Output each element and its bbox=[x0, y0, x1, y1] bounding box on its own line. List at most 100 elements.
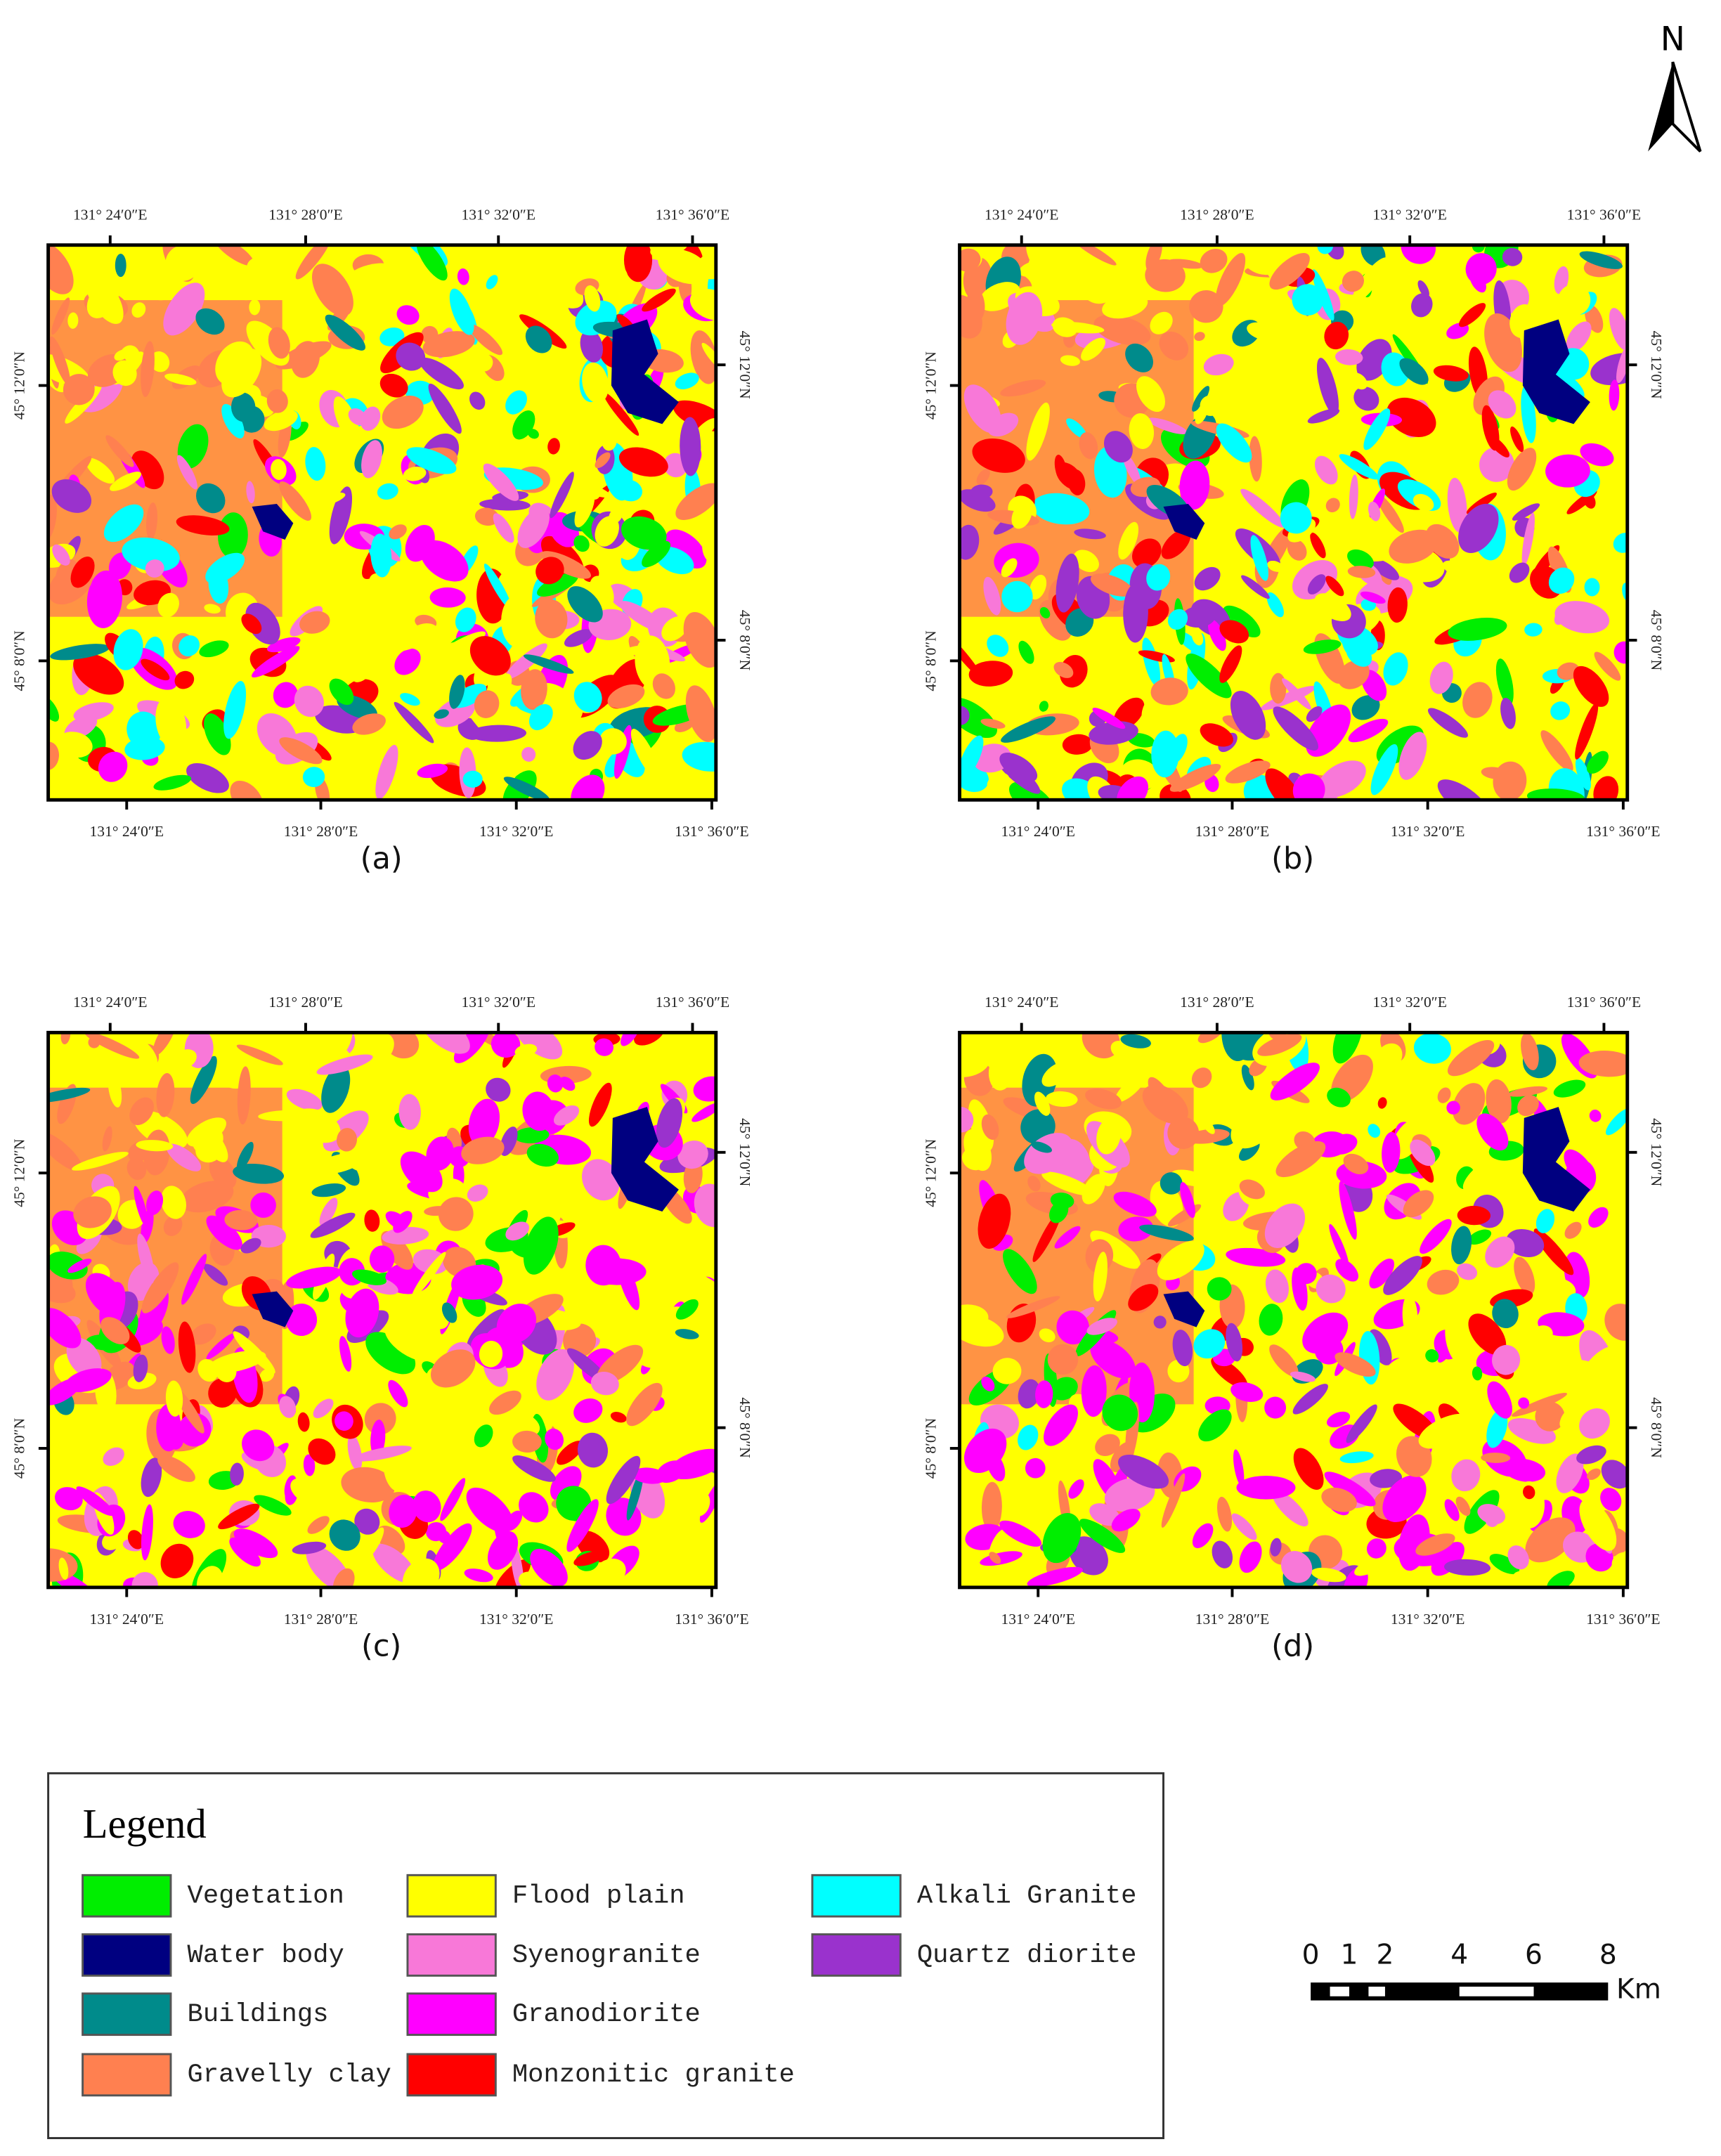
map-patch bbox=[1324, 321, 1349, 350]
map-patch bbox=[980, 1551, 1022, 1566]
map-patch bbox=[1125, 343, 1153, 372]
map-patch bbox=[1201, 1117, 1215, 1134]
legend-swatch bbox=[82, 2053, 172, 2097]
map-patch bbox=[1403, 1190, 1434, 1218]
map-patch bbox=[1458, 303, 1486, 327]
map-patch bbox=[393, 1211, 413, 1233]
map-patch bbox=[103, 504, 144, 543]
map-patch bbox=[318, 571, 358, 600]
map-patch bbox=[469, 636, 511, 676]
map-patch bbox=[1018, 640, 1034, 664]
map-patch bbox=[1573, 665, 1609, 707]
map-patch bbox=[403, 467, 427, 481]
map-patch bbox=[959, 697, 997, 739]
map-patch bbox=[1339, 1181, 1357, 1240]
map-patch bbox=[229, 1472, 280, 1498]
map-patch bbox=[1553, 1079, 1586, 1098]
coord-label-top: 131° 32′0″E bbox=[461, 207, 535, 223]
map-patch bbox=[195, 308, 225, 335]
map-frame bbox=[958, 1030, 1630, 1590]
map-patch bbox=[1183, 1036, 1196, 1048]
map-patch bbox=[1104, 1477, 1155, 1512]
map-patch bbox=[103, 1447, 124, 1466]
map-patch bbox=[1488, 435, 1509, 457]
map-patch bbox=[1611, 1552, 1628, 1573]
coord-label-bottom: 131° 32′0″E bbox=[479, 1611, 553, 1628]
map-patch bbox=[1601, 1460, 1628, 1489]
map-patch bbox=[1192, 386, 1210, 412]
legend-label: Alkali Granite bbox=[917, 1882, 1137, 1911]
map-patch bbox=[1420, 1219, 1452, 1254]
map-patch bbox=[489, 1390, 521, 1415]
map-patch bbox=[1613, 533, 1628, 553]
map-patch bbox=[204, 604, 221, 614]
map-patch bbox=[1113, 1191, 1157, 1217]
map-patch bbox=[1485, 1236, 1515, 1268]
coord-label-top: 131° 24′0″E bbox=[985, 994, 1059, 1011]
map-patch bbox=[1350, 372, 1368, 390]
map-patch bbox=[587, 1258, 647, 1285]
map-patch bbox=[1554, 601, 1610, 634]
map-patch bbox=[677, 1249, 705, 1276]
map-patch bbox=[1399, 607, 1436, 644]
coord-label-bottom: 131° 36′0″E bbox=[675, 1611, 749, 1628]
map-patch bbox=[131, 1571, 158, 1587]
map-raster bbox=[959, 245, 1628, 800]
map-patch bbox=[1082, 1174, 1105, 1204]
map-patch bbox=[1587, 1468, 1601, 1480]
map-patch bbox=[1073, 550, 1099, 573]
map-patch bbox=[1447, 1040, 1495, 1077]
map-patch bbox=[1278, 1417, 1300, 1443]
map-patch bbox=[469, 391, 486, 410]
coord-label-top: 131° 28′0″E bbox=[1180, 994, 1254, 1011]
map-patch bbox=[51, 479, 92, 513]
map-patch bbox=[218, 1503, 260, 1530]
map-patch bbox=[573, 731, 602, 760]
map-patch bbox=[114, 349, 129, 361]
map-patch bbox=[1032, 1211, 1061, 1262]
map-patch bbox=[486, 1077, 511, 1102]
map-patch bbox=[1481, 717, 1496, 731]
map-patch bbox=[1481, 767, 1509, 779]
map-patch bbox=[290, 1478, 328, 1507]
map-patch bbox=[113, 629, 143, 670]
map-patch bbox=[610, 1412, 627, 1423]
map-patch bbox=[339, 1150, 370, 1173]
map-patch bbox=[354, 1508, 380, 1535]
map-patch bbox=[1324, 1472, 1376, 1507]
map-patch bbox=[190, 1323, 216, 1345]
map-patch bbox=[51, 297, 70, 335]
legend-label: Monzonitic granite bbox=[512, 2060, 795, 2090]
panel-label: (a) bbox=[361, 841, 403, 876]
map-patch bbox=[174, 1049, 197, 1069]
map-patch bbox=[206, 1215, 242, 1250]
map-patch bbox=[981, 1114, 999, 1141]
map-patch bbox=[85, 457, 115, 484]
map-patch bbox=[1045, 1091, 1078, 1107]
map-patch bbox=[1207, 1277, 1232, 1301]
map-patch bbox=[98, 751, 128, 782]
coord-label-bottom: 131° 28′0″E bbox=[1195, 823, 1270, 840]
map-patch bbox=[457, 268, 469, 285]
legend-label: Water body bbox=[187, 1941, 344, 1970]
map-patch bbox=[353, 1446, 412, 1462]
map-patch bbox=[1060, 355, 1080, 366]
map-patch bbox=[1269, 1344, 1299, 1377]
map-patch bbox=[1167, 1117, 1200, 1150]
map-patch bbox=[976, 469, 990, 485]
coord-label-top: 131° 28′0″E bbox=[1180, 207, 1254, 223]
panel-label: (b) bbox=[1271, 841, 1314, 876]
map-patch bbox=[1215, 252, 1246, 306]
legend: Legend Vegetation Water body Buildings Grav… bbox=[47, 1772, 1164, 2140]
map-patch bbox=[294, 685, 324, 717]
scale-unit: Km bbox=[1616, 1973, 1661, 2005]
map-patch bbox=[1093, 314, 1151, 346]
map-patch bbox=[413, 1491, 441, 1523]
map-patch bbox=[1398, 732, 1427, 780]
map-patch bbox=[449, 288, 474, 335]
map-patch bbox=[477, 287, 502, 317]
map-patch bbox=[214, 1357, 237, 1382]
map-patch bbox=[76, 1486, 114, 1517]
map-patch bbox=[141, 1457, 162, 1498]
map-patch bbox=[1502, 247, 1523, 266]
